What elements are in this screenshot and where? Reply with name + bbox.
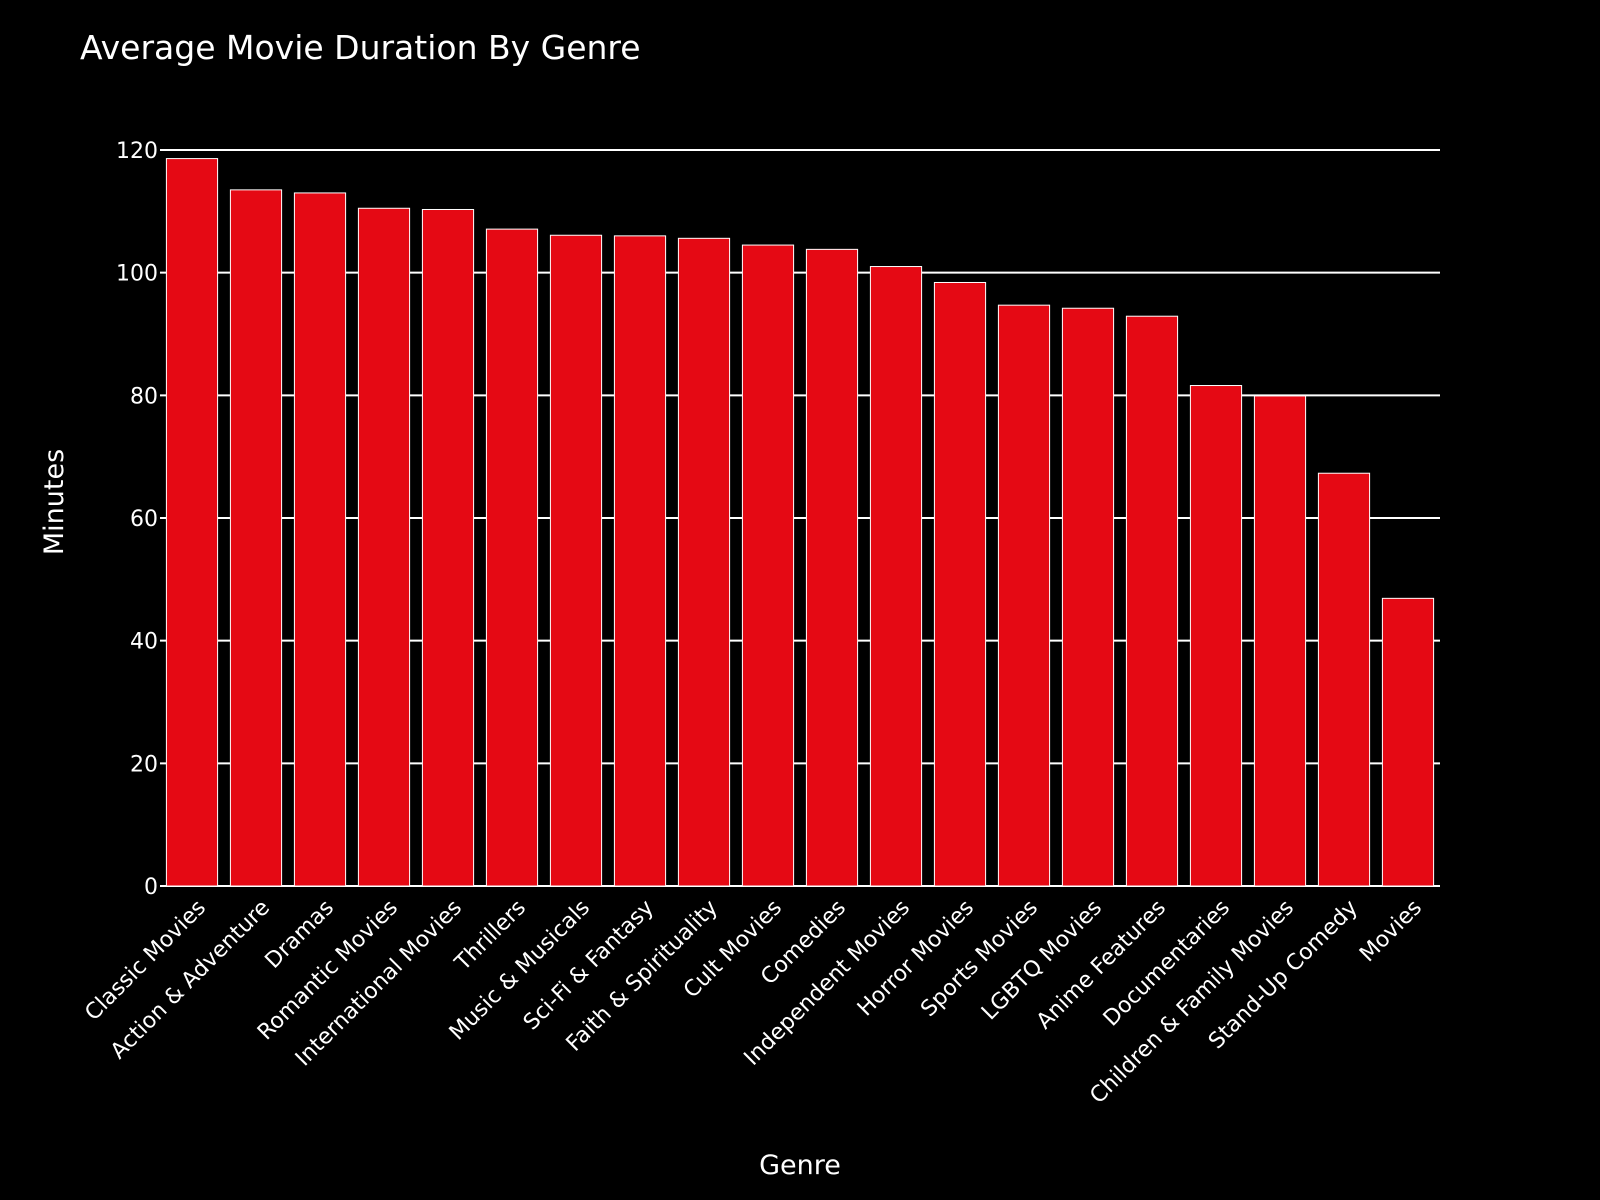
y-tick-label: 60	[130, 507, 158, 532]
bar	[1189, 385, 1243, 887]
bar	[1125, 315, 1179, 887]
bar	[549, 234, 603, 887]
bar	[1381, 597, 1435, 887]
y-axis-title: Minutes	[39, 449, 70, 555]
bar	[613, 235, 667, 887]
bar	[1253, 395, 1307, 887]
bar	[165, 158, 219, 887]
y-tick-label: 80	[130, 384, 158, 409]
y-tick-label: 40	[130, 630, 158, 655]
bar	[357, 207, 411, 887]
bar	[933, 281, 987, 887]
bars	[165, 158, 1435, 887]
bar	[997, 304, 1051, 887]
bar	[1317, 472, 1371, 887]
bar	[869, 266, 923, 887]
y-tick-label: 120	[116, 139, 158, 164]
bar	[229, 189, 283, 887]
x-axis-title: Genre	[759, 1150, 841, 1181]
bar	[1061, 307, 1115, 887]
bar	[293, 192, 347, 887]
bar	[485, 228, 539, 887]
bar	[421, 208, 475, 887]
bar	[805, 248, 859, 887]
y-tick-labels: 0 20 40 60 80 100 120	[116, 139, 158, 900]
y-tick-label: 0	[144, 875, 158, 900]
bar	[677, 237, 731, 887]
y-tick-label: 100	[116, 262, 158, 287]
bar	[741, 244, 795, 887]
y-tick-label: 20	[130, 752, 158, 777]
chart-title: Average Movie Duration By Genre	[80, 28, 641, 67]
